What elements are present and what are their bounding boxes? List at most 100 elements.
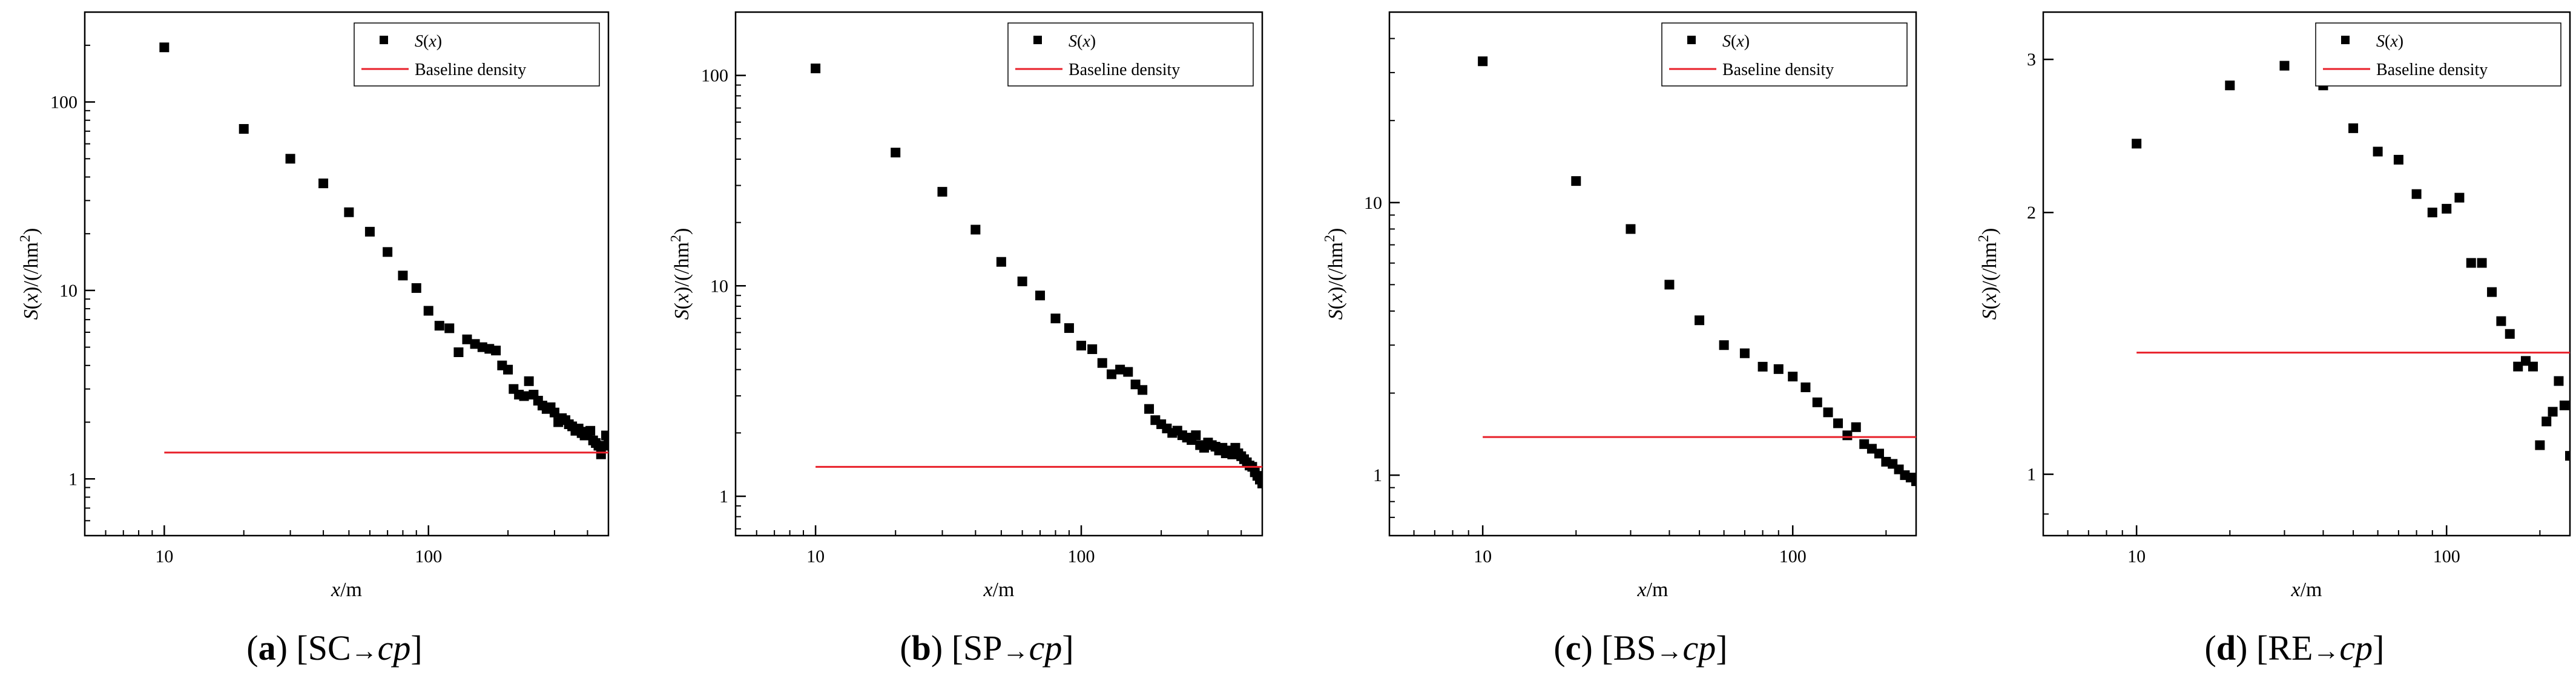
data-point [1719,340,1729,350]
data-point [159,42,170,53]
data-point [1050,314,1061,324]
data-point [1812,397,1822,407]
x-tick-label: 10 [155,547,173,566]
data-point [2373,146,2383,157]
legend-box [1007,22,1254,87]
data-point [2487,287,2497,297]
data-point [2513,361,2523,372]
data-point [2565,451,2570,461]
data-point [398,271,408,281]
data-point [2348,123,2359,133]
data-point [2548,407,2558,417]
x-tick-label: 100 [1068,547,1095,566]
data-point [1144,404,1155,414]
data-point [383,247,393,257]
chart-panel-d: 10 100 1 2 3 x/m S(x)/(/hm2) S(x) Baseline densi… [1976,11,2571,668]
plot-area [2132,61,2570,461]
y-tick-label: 10 [59,281,77,301]
data-point [1739,348,1750,358]
data-point [1842,430,1853,441]
data-point [285,154,295,164]
data-point [601,430,608,441]
data-point [423,306,433,316]
panel-caption: (d) [RE→cp] [2205,628,2385,668]
data-point [596,449,606,459]
legend-label-baseline: Baseline density [1069,61,1180,79]
legend: S(x) Baseline density [1661,22,1908,87]
data-point [1097,358,1107,368]
data-point [2505,329,2515,339]
panel-caption: (b) [SP→cp] [900,628,1073,668]
panel-caption: (c) [BS→cp] [1553,628,1727,668]
data-point [2559,400,2569,410]
y-tick-label: 1 [719,487,728,507]
x-axis-label: x/m [1637,579,1668,601]
data-point [524,376,534,386]
y-tick-label: 1 [68,469,77,489]
legend: S(x) Baseline density [1007,22,1254,87]
data-point [585,425,596,436]
legend: S(x) Baseline density [2315,22,2561,87]
x-tick-label: 10 [806,547,825,566]
data-point [2541,416,2552,427]
data-point [1035,291,1046,301]
data-point [1859,439,1869,449]
data-point [1757,361,1768,372]
x-tick-label: 10 [2127,547,2146,566]
legend-marker-sx [2341,36,2350,44]
y-tick-label: 100 [50,93,77,113]
plot-area [159,42,608,459]
data-point [1571,176,1581,186]
x-tick-label: 100 [2433,547,2460,566]
legend-label-sx: S(x) [415,32,442,51]
data-point [1138,385,1148,395]
data-point [996,257,1006,267]
data-point [503,364,513,375]
data-point [470,339,480,349]
plot-frame [1388,11,1917,537]
plot-frame [2042,11,2571,537]
data-point [2496,316,2506,326]
plot-frame [84,11,610,537]
legend-label-baseline: Baseline density [415,61,526,79]
data-point [1076,341,1087,351]
data-point [2279,61,2290,71]
data-point [811,64,821,74]
data-point [519,391,529,401]
y-tick-label: 10 [1364,193,1382,213]
x-tick-label: 10 [1474,547,1492,566]
data-point [1478,56,1488,67]
plot-area [811,64,1262,488]
legend-marker-sx [1687,36,1696,44]
legend-label-sx: S(x) [2376,32,2403,51]
legend-box [1661,22,1908,87]
data-point [1017,276,1027,286]
data-point [491,346,501,356]
legend-label-sx: S(x) [1722,32,1750,51]
y-axis-label: S(x)/(/hm2) [1322,228,1347,320]
legend: S(x) Baseline density [354,22,600,87]
x-tick-label: 100 [1779,547,1807,566]
data-point [1087,344,1098,354]
legend-marker-sx [380,36,388,44]
data-point [1874,448,1884,459]
y-tick-label: 3 [2027,50,2036,70]
data-point [2442,203,2452,214]
chart-panel-b: 10 100 1 10 100 x/m S(x)/(/hm2) S(x) Baseline de… [668,11,1263,668]
data-point [344,207,354,217]
y-axis-label: S(x)/(/hm2) [1976,228,2001,320]
data-point [2454,192,2465,203]
legend-label-baseline: Baseline density [2376,61,2488,79]
y-tick-label: 1 [1373,465,1382,485]
data-point [2466,258,2476,268]
data-point [1664,280,1675,290]
data-point [1064,323,1074,333]
data-point [1833,418,1843,428]
data-point [453,347,464,358]
data-point [2427,208,2437,218]
data-point [1788,372,1798,382]
data-point [937,186,947,197]
data-point [2411,189,2422,199]
data-point [1911,476,1916,487]
